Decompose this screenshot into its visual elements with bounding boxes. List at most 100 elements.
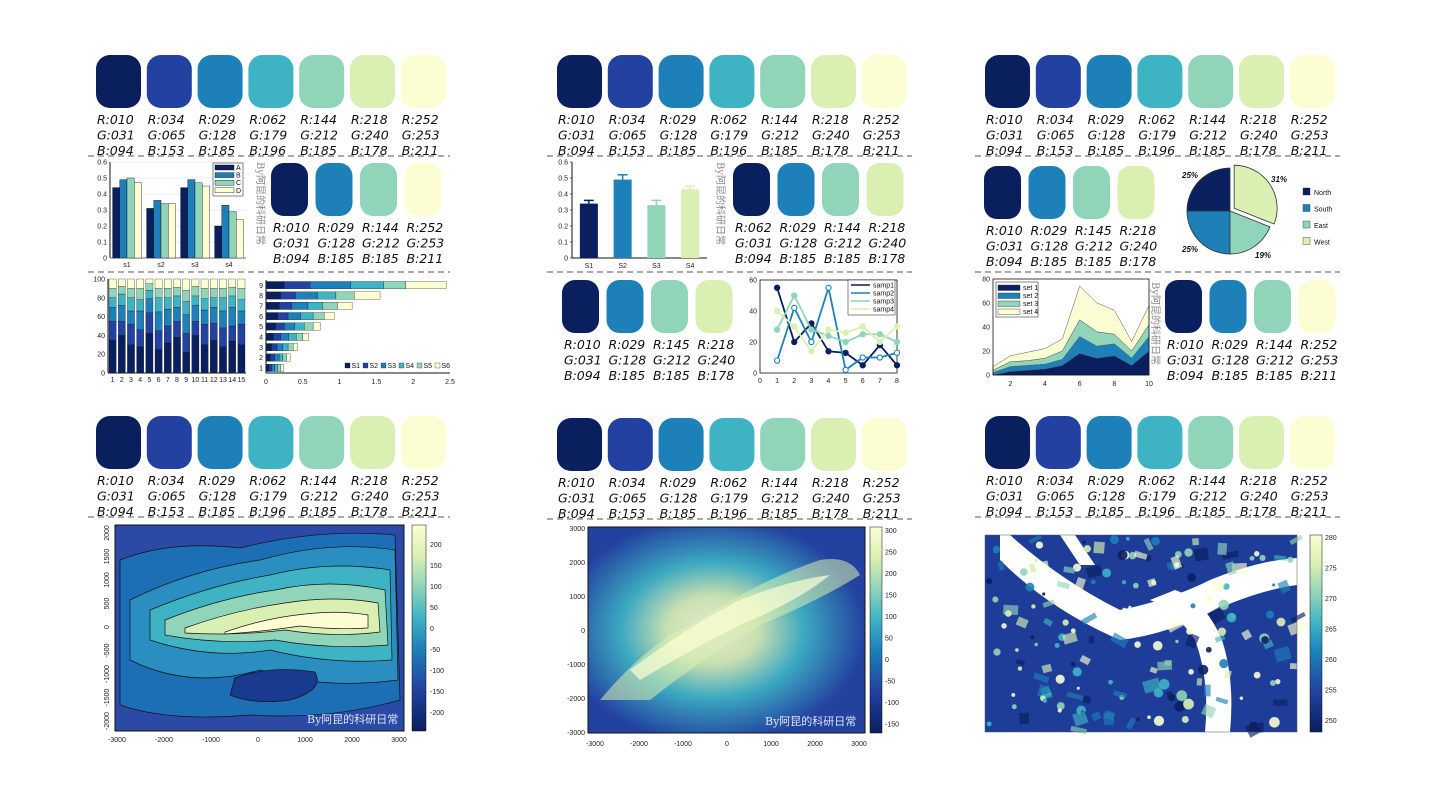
- legend-label: West: [1314, 240, 1330, 247]
- color-swatch: [315, 163, 353, 216]
- rgb-label: G:240: [351, 128, 389, 143]
- bar-segment: [173, 278, 181, 288]
- building-point: [1015, 659, 1026, 666]
- rgb-label: R:144: [300, 112, 337, 127]
- bar-segment: [108, 339, 117, 374]
- bar-segment: [108, 321, 117, 341]
- color-swatch: [866, 163, 904, 216]
- rgb-label: R:218: [812, 112, 849, 127]
- bar-segment: [296, 333, 303, 341]
- tree-point: [1035, 541, 1044, 549]
- x-tick-label: 6: [157, 377, 161, 384]
- rgb-label: B:185: [1088, 504, 1125, 519]
- rgb-label: R:010: [1167, 337, 1204, 352]
- rgb-label: G:253: [407, 236, 445, 251]
- bar-segment: [322, 302, 338, 310]
- bar-segment: [136, 299, 144, 312]
- bar-segment: [335, 291, 355, 300]
- rgb-label: B:185: [300, 504, 337, 519]
- legend-swatch: [997, 292, 1021, 299]
- x-tick-label: 5: [844, 378, 848, 385]
- rgb-label: G:212: [1189, 489, 1227, 504]
- bar-segment: [191, 321, 200, 336]
- y-tick-label: 20: [97, 352, 105, 359]
- rgb-label: B:185: [761, 506, 798, 521]
- color-swatch: [1289, 55, 1335, 108]
- bar-segment: [118, 321, 126, 336]
- bar-segment: [108, 288, 117, 298]
- data-point: [859, 331, 866, 338]
- rgb-label: B:153: [1037, 143, 1074, 158]
- rgb-label: R:144: [1189, 112, 1226, 127]
- rgb-label: B:185: [1031, 254, 1068, 269]
- rgb-label: R:029: [660, 475, 697, 490]
- rgb-label: R:062: [710, 475, 747, 490]
- colorbar-tick-label: 100: [430, 584, 442, 591]
- tree-point: [1175, 639, 1179, 644]
- building-point: [1079, 654, 1091, 666]
- rgb-label: R:029: [1212, 337, 1249, 352]
- tree-point: [1218, 599, 1229, 611]
- bar-segment: [136, 310, 144, 330]
- colorbar-tick-label: 0: [885, 657, 889, 664]
- building-point: [1223, 669, 1232, 680]
- rgb-label: B:196: [710, 143, 747, 158]
- y-tick-label: 60: [982, 301, 990, 308]
- rgb-label: G:212: [761, 128, 799, 143]
- bar: [180, 187, 189, 259]
- tree-point: [1205, 595, 1213, 603]
- data-point: [876, 354, 884, 361]
- pie-slice: [1186, 167, 1231, 212]
- y-tick-label: 0.2: [558, 224, 568, 231]
- x-tick-label: 11: [201, 377, 208, 384]
- tree-point: [1015, 648, 1019, 652]
- tree-point: [1056, 702, 1065, 710]
- x-tick-label: 4: [138, 377, 142, 384]
- building-point: [1072, 710, 1089, 727]
- stacked-horizontal-bar-chart: 0 0.5 1 1.5 2 2.5 1 2 3 4 5 6 7 8 9 S1 S2 S3 S4 S5 S6: [259, 280, 455, 386]
- bar-segment: [280, 364, 284, 372]
- tree-point: [1034, 642, 1038, 647]
- tree-point: [1261, 636, 1269, 644]
- y-tick-label: 0: [104, 625, 111, 629]
- data-point: [808, 348, 815, 355]
- x-tick-label: 2: [411, 379, 415, 386]
- y-tick-label: 0.4: [558, 192, 568, 199]
- watermark-dem: By阿昆的科研日常: [765, 714, 856, 728]
- legend-label: North: [1314, 190, 1331, 197]
- tree-point: [1128, 605, 1132, 609]
- y-tick-label: -500: [104, 643, 111, 657]
- rgb-label: R:252: [1291, 473, 1328, 488]
- building-point: [1273, 555, 1287, 561]
- vertical-watermark: By阿昆的科研日常: [1149, 282, 1162, 365]
- bar-segment: [350, 281, 384, 289]
- x-tick-label: -1000: [202, 737, 220, 744]
- tree-point: [1090, 579, 1096, 585]
- legend-label: set 1: [1023, 285, 1038, 292]
- building-point: [1204, 684, 1211, 697]
- x-tick-label: 2: [120, 377, 124, 384]
- legend-swatch: [1302, 220, 1311, 229]
- x-tick-label: 2.5: [445, 379, 455, 386]
- bar-segment: [145, 298, 154, 313]
- swatch-group-c: R:010G:031B:094R:029G:128B:185R:145G:212…: [984, 166, 1157, 269]
- color-swatch: [1188, 55, 1234, 108]
- bar-segment: [219, 346, 227, 374]
- y-tick-label: 100: [93, 277, 105, 284]
- y-tick-label: 2000: [104, 525, 111, 541]
- y-tick-label: -1500: [104, 688, 111, 706]
- y-tick-label: 1: [259, 366, 263, 373]
- building-point: [1133, 550, 1148, 560]
- bar-segment: [237, 344, 246, 374]
- data-point: [791, 338, 798, 346]
- colorbar-tick-label: 150: [430, 563, 442, 570]
- error-bar-chart: 0 0.1 0.2 0.3 0.4 0.5 0.6 S1 S2 S3 S4: [558, 160, 707, 270]
- legend-label: S5: [424, 363, 433, 370]
- bar: [167, 203, 176, 259]
- rgb-label: G:179: [710, 128, 748, 143]
- rgb-label: R:029: [609, 337, 646, 352]
- data-point: [893, 362, 901, 369]
- data-point: [825, 348, 832, 355]
